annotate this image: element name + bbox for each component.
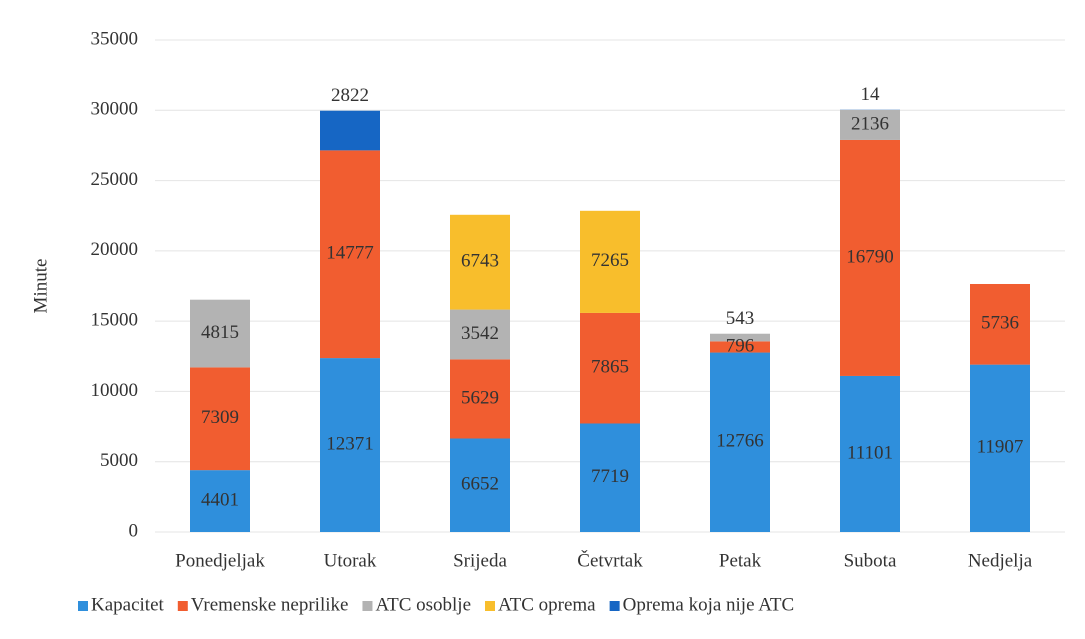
bar-segment bbox=[580, 423, 640, 532]
bar-segment bbox=[450, 359, 510, 439]
data-label: 14777 bbox=[326, 243, 374, 264]
bar-segment bbox=[320, 358, 380, 532]
bar-segment bbox=[710, 352, 770, 532]
data-label: 5736 bbox=[981, 313, 1019, 334]
bar-segment bbox=[320, 110, 380, 151]
x-tick-label: Srijeda bbox=[453, 550, 507, 571]
bar-segment bbox=[710, 333, 770, 342]
x-tick-label: Nedjelja bbox=[968, 550, 1033, 571]
bar-segment bbox=[970, 364, 1030, 532]
bar-segment bbox=[710, 341, 770, 353]
x-tick-label: Subota bbox=[844, 550, 897, 571]
bar-segment bbox=[840, 375, 900, 532]
legend-swatch bbox=[177, 601, 188, 611]
y-tick-label: 10000 bbox=[91, 380, 139, 401]
y-tick-label: 5000 bbox=[100, 450, 138, 471]
bar-segment bbox=[450, 438, 510, 532]
data-label: 4815 bbox=[201, 322, 239, 343]
x-tick-label: Petak bbox=[719, 550, 762, 571]
data-label: 7865 bbox=[591, 357, 629, 378]
data-label: 5629 bbox=[461, 387, 499, 408]
bar-segment bbox=[190, 470, 250, 532]
legend-label: ATC osoblje bbox=[375, 594, 471, 615]
y-tick-label: 20000 bbox=[91, 239, 139, 260]
x-tick-label: Četvrtak bbox=[577, 549, 643, 571]
legend-swatch bbox=[78, 601, 88, 611]
data-label: 6652 bbox=[461, 474, 499, 495]
x-tick-label: Ponedjeljak bbox=[175, 550, 265, 571]
data-label: 6743 bbox=[461, 251, 499, 272]
legend-label: ATC oprema bbox=[498, 594, 596, 615]
data-label: 12371 bbox=[326, 433, 374, 454]
data-label: 11907 bbox=[977, 437, 1024, 458]
y-tick-label: 25000 bbox=[91, 169, 139, 190]
data-label: 4401 bbox=[201, 489, 239, 510]
legend-swatch bbox=[362, 601, 373, 611]
data-label: 3542 bbox=[461, 323, 499, 344]
bar-segment bbox=[320, 150, 380, 359]
data-label: 11101 bbox=[847, 442, 893, 463]
bar-segment bbox=[190, 367, 250, 471]
bar-segment bbox=[840, 139, 900, 376]
data-label: 543 bbox=[726, 308, 755, 329]
data-label: 7309 bbox=[201, 407, 239, 428]
data-label: 7719 bbox=[591, 466, 629, 487]
y-tick-label: 35000 bbox=[91, 28, 139, 49]
data-label: 2136 bbox=[851, 113, 889, 134]
data-label: 796 bbox=[726, 335, 755, 356]
legend-label: Vremenske neprilike bbox=[191, 594, 349, 615]
bar-segment bbox=[580, 312, 640, 424]
data-label: 14 bbox=[861, 84, 881, 105]
bar-segment bbox=[450, 309, 510, 360]
y-tick-label: 15000 bbox=[91, 310, 139, 331]
legend-swatch bbox=[609, 601, 620, 611]
data-label: 2822 bbox=[331, 85, 369, 106]
bar-segment bbox=[450, 214, 510, 310]
y-axis-label: Minute bbox=[30, 259, 51, 314]
bar-segment bbox=[840, 109, 900, 140]
bar-segment bbox=[970, 283, 1030, 365]
data-label: 12766 bbox=[716, 431, 764, 452]
y-tick-label: 30000 bbox=[91, 99, 139, 120]
bar-segment bbox=[580, 210, 640, 313]
legend-label: Kapacitet bbox=[91, 594, 165, 615]
legend-swatch bbox=[485, 601, 495, 611]
data-label: 16790 bbox=[846, 246, 894, 267]
legend-label: Oprema koja nije ATC bbox=[623, 594, 795, 615]
x-tick-label: Utorak bbox=[324, 550, 377, 571]
y-tick-label: 0 bbox=[129, 520, 139, 541]
bar-segment bbox=[190, 299, 250, 368]
data-label: 7265 bbox=[591, 250, 629, 271]
